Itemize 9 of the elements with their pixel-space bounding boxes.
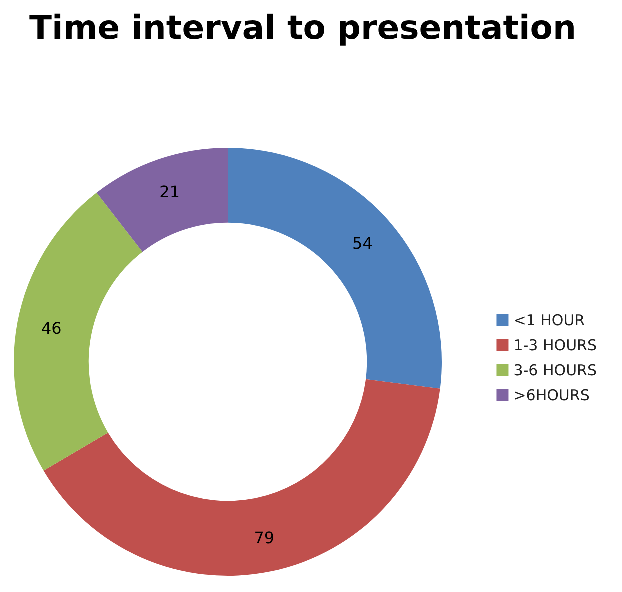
data-label: 79 (254, 528, 275, 548)
legend-label: <1 HOUR (514, 312, 586, 330)
legend-label: 1-3 HOURS (514, 336, 598, 354)
legend-label: 3-6 HOURS (514, 362, 598, 380)
chart-title: Time interval to presentation (30, 8, 576, 47)
data-label: 54 (352, 234, 373, 253)
data-label: 21 (160, 182, 180, 202)
data-label: 46 (41, 318, 62, 338)
legend-label: >6HOURS (514, 386, 590, 404)
